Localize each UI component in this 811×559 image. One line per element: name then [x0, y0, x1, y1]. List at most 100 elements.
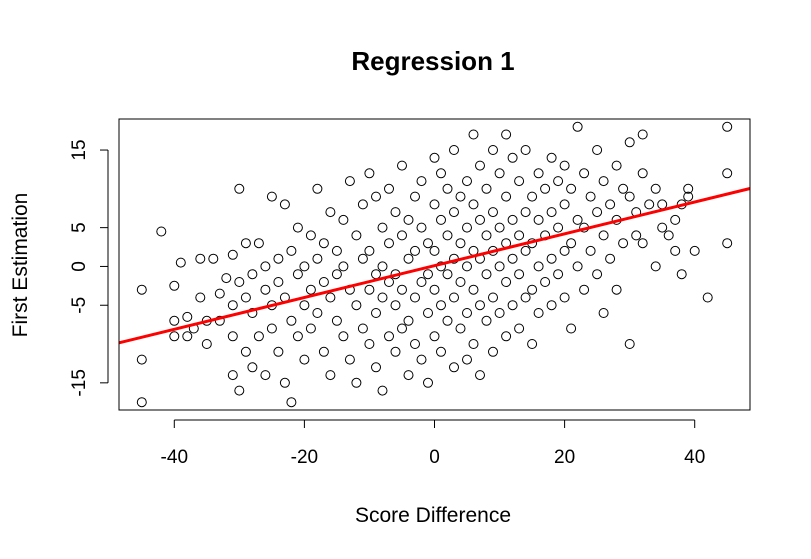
data-point — [676, 269, 687, 280]
data-point — [325, 370, 336, 381]
data-point — [540, 277, 551, 287]
data-point — [611, 160, 622, 171]
data-point — [494, 168, 505, 179]
data-point — [136, 397, 147, 408]
data-point — [182, 311, 193, 322]
data-point — [357, 323, 368, 334]
data-point — [377, 222, 388, 233]
data-point — [722, 238, 733, 249]
data-point — [507, 300, 518, 311]
data-point — [299, 261, 310, 272]
data-point — [429, 152, 440, 163]
y-tick-label: 5 — [69, 222, 90, 233]
data-point — [240, 292, 251, 303]
chart-title: Regression 1 — [351, 46, 514, 76]
data-point — [266, 191, 277, 202]
data-point — [410, 292, 420, 303]
data-point — [299, 300, 310, 311]
data-point — [559, 245, 570, 256]
data-point — [436, 346, 446, 357]
data-point — [403, 214, 414, 225]
data-point — [598, 308, 609, 318]
data-point — [182, 331, 193, 342]
data-point — [234, 183, 245, 194]
data-point — [624, 137, 635, 148]
data-point — [566, 323, 577, 334]
data-point — [442, 183, 453, 194]
data-point — [227, 249, 238, 260]
data-point — [657, 222, 668, 233]
data-point — [227, 370, 238, 381]
data-point — [429, 284, 440, 295]
data-point — [585, 191, 596, 202]
data-point — [371, 308, 381, 318]
data-point — [605, 253, 616, 264]
y-tick-label: 0 — [69, 261, 90, 272]
data-point — [494, 261, 505, 272]
data-point — [247, 362, 258, 373]
data-point — [572, 261, 583, 272]
data-point — [136, 284, 147, 295]
data-point — [618, 238, 629, 249]
data-point — [273, 346, 284, 357]
data-point — [455, 238, 466, 249]
y-axis-label: First Estimation — [9, 193, 32, 338]
data-point — [592, 269, 603, 280]
data-point — [227, 300, 238, 311]
data-point — [533, 168, 544, 179]
data-point — [416, 176, 427, 187]
data-point — [637, 168, 648, 179]
data-point — [390, 300, 401, 311]
data-point — [455, 323, 466, 334]
data-point — [481, 183, 492, 194]
data-point — [318, 238, 329, 249]
data-point — [292, 222, 303, 233]
data-point — [429, 199, 440, 210]
data-point — [286, 245, 297, 256]
data-point — [436, 214, 446, 225]
x-tick-label: 20 — [554, 447, 575, 468]
data-point — [488, 346, 498, 357]
data-point — [449, 207, 459, 218]
plot-frame — [118, 118, 751, 411]
data-point — [462, 222, 472, 233]
data-point — [195, 253, 206, 264]
data-point — [240, 238, 251, 249]
data-point — [468, 129, 479, 140]
data-point — [416, 277, 427, 287]
data-point — [481, 269, 492, 280]
data-point — [351, 230, 362, 241]
data-point — [598, 230, 609, 241]
data-point — [488, 145, 498, 155]
data-point — [507, 253, 518, 264]
x-tick-label: 40 — [684, 447, 705, 468]
data-point — [318, 346, 329, 357]
data-point — [624, 191, 635, 202]
data-point — [247, 308, 258, 318]
data-point — [514, 176, 525, 187]
data-point — [462, 261, 472, 272]
data-point — [501, 277, 512, 287]
data-point — [572, 121, 583, 132]
data-point — [312, 308, 323, 318]
y-axis: -15 -5 0 5 15 — [69, 139, 109, 397]
data-point — [377, 385, 388, 396]
data-point — [390, 346, 401, 357]
data-point — [520, 145, 531, 155]
data-point — [331, 269, 342, 280]
data-point — [520, 245, 531, 256]
data-point — [611, 284, 622, 295]
data-point — [670, 245, 681, 256]
data-point — [260, 284, 271, 295]
data-point — [286, 397, 297, 408]
data-point — [279, 377, 290, 388]
data-point — [507, 152, 518, 163]
data-point — [449, 145, 459, 155]
data-point — [338, 214, 349, 225]
data-point — [468, 284, 479, 295]
data-point — [234, 277, 245, 287]
data-point — [221, 273, 232, 284]
data-point — [247, 269, 258, 280]
data-point — [344, 354, 355, 365]
